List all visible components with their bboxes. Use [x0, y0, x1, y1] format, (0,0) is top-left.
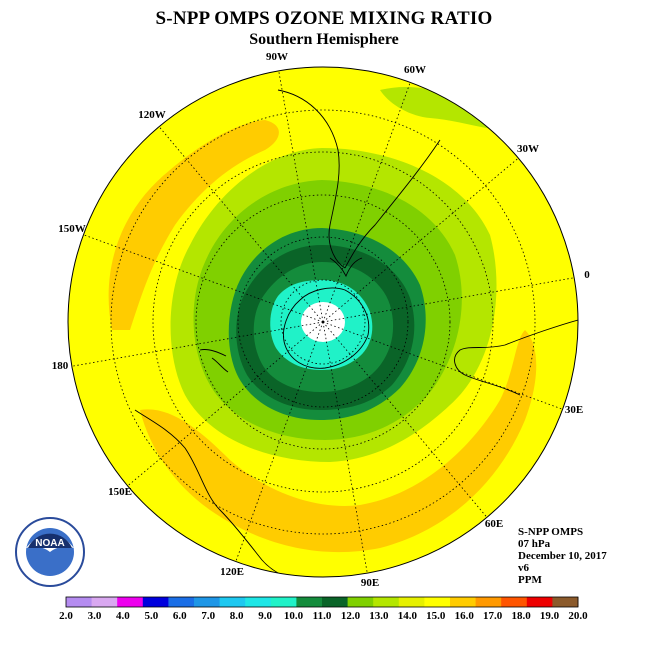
colorbar-tick-label: 7.0 — [201, 610, 215, 622]
instrument-label: S-NPP OMPS — [518, 526, 584, 538]
meridian-line — [322, 321, 563, 410]
meridian-line — [278, 70, 324, 323]
colorbar-swatch — [526, 597, 553, 607]
colorbar-swatch — [296, 597, 323, 607]
longitude-label: 180 — [52, 360, 69, 372]
colorbar-tick-label: 10.0 — [284, 610, 304, 622]
colorbar-tick-label: 11.0 — [313, 610, 332, 622]
colorbar-tick-label: 12.0 — [341, 610, 361, 622]
south-america-coast — [277, 89, 346, 269]
meridian-line — [322, 321, 368, 574]
colorbar-swatch — [424, 597, 451, 607]
colorbar-tick-label: 20.0 — [568, 610, 588, 622]
longitude-label: 60W — [404, 64, 426, 76]
units-label: PPM — [518, 574, 542, 586]
colorbar-tick-label: 19.0 — [540, 610, 560, 622]
date-label: December 10, 2017 — [518, 550, 607, 562]
colorbar-swatch — [91, 597, 118, 607]
colorbar-tick-label: 15.0 — [426, 610, 446, 622]
colorbar-tick-label: 8.0 — [230, 610, 244, 622]
colorbar-tick-label: 5.0 — [144, 610, 158, 622]
colorbar-border — [65, 596, 579, 608]
colorbar-tick-label: 4.0 — [116, 610, 130, 622]
colorbar-swatch — [117, 597, 144, 607]
meridian-line — [322, 321, 488, 518]
longitude-label: 120E — [220, 566, 244, 578]
colorbar-swatch — [322, 597, 349, 607]
colorbar-tick-label: 17.0 — [483, 610, 503, 622]
longitude-label: 60E — [485, 518, 503, 530]
colorbar-swatch — [450, 597, 477, 607]
orange-band-west — [108, 120, 279, 330]
colorbar-tick-label: 13.0 — [369, 610, 389, 622]
pressure-level: 07 hPa — [518, 538, 551, 550]
antarctica-coast — [283, 287, 370, 369]
colorbar-tick-label: 14.0 — [398, 610, 418, 622]
south-america-east-coast — [344, 139, 441, 269]
colorbar-tick-label: 18.0 — [511, 610, 531, 622]
colorbar-swatch — [475, 597, 502, 607]
colorbar-swatch — [552, 597, 579, 607]
meridian-line — [127, 321, 324, 487]
longitude-label: 0 — [584, 269, 590, 281]
colorbar-swatch — [245, 597, 272, 607]
meridian-line — [158, 126, 324, 323]
meridian-line — [235, 321, 324, 562]
ozone-field — [68, 67, 578, 577]
colorbar-swatch — [501, 597, 528, 607]
longitude-label: 150E — [108, 486, 132, 498]
longitude-label: 90W — [266, 51, 288, 63]
colorbar-swatch — [194, 597, 221, 607]
colorbar-tick-label: 6.0 — [173, 610, 187, 622]
colorbar-swatch — [347, 597, 374, 607]
meridian-line — [322, 277, 575, 323]
meridian-line — [322, 157, 519, 323]
green-patch-north — [380, 86, 500, 130]
colorbar-swatch — [219, 597, 246, 607]
latitude-circles — [110, 109, 536, 535]
colorbar-swatch — [270, 597, 297, 607]
meridian-lines — [71, 70, 575, 574]
colorbar-tick-label: 16.0 — [455, 610, 475, 622]
colorbar-swatch — [66, 597, 93, 607]
map-boundary — [67, 66, 579, 578]
new-zealand-coast — [199, 349, 229, 373]
colorbar-swatch — [373, 597, 400, 607]
longitude-labels: 90W 60W 120W 30W 150W 0 180 30E 150E 60E 120E 90E — [52, 51, 591, 589]
meridian-line — [83, 234, 324, 323]
meridian-line — [322, 82, 411, 323]
colorbar-tick-label: 2.0 — [59, 610, 73, 622]
version-label: v6 — [518, 562, 529, 574]
longitude-label: 120W — [138, 109, 166, 121]
africa-coast — [454, 319, 578, 396]
colorbar-swatch — [142, 597, 169, 607]
orange-band-south — [140, 330, 537, 553]
longitude-label: 30W — [517, 143, 539, 155]
map-title: S-NPP OMPS OZONE MIXING RATIO — [155, 8, 493, 29]
longitude-label: 30E — [565, 404, 583, 416]
colorbar-swatch — [168, 597, 195, 607]
colorbar-swatch — [398, 597, 425, 607]
colorbar: 2.0 3.0 4.0 5.0 6.0 7.0 8.0 9.0 10.0 11.0 12.0 13.0… — [59, 596, 588, 622]
colorbar-tick-label: 9.0 — [258, 610, 272, 622]
colorbar-tick-label: 3.0 — [88, 610, 102, 622]
map-subtitle: Southern Hemisphere — [249, 31, 399, 48]
meridian-line — [71, 321, 324, 367]
longitude-label: 90E — [361, 577, 379, 589]
longitude-label: 150W — [58, 223, 86, 235]
antarctic-peninsula — [329, 257, 363, 278]
